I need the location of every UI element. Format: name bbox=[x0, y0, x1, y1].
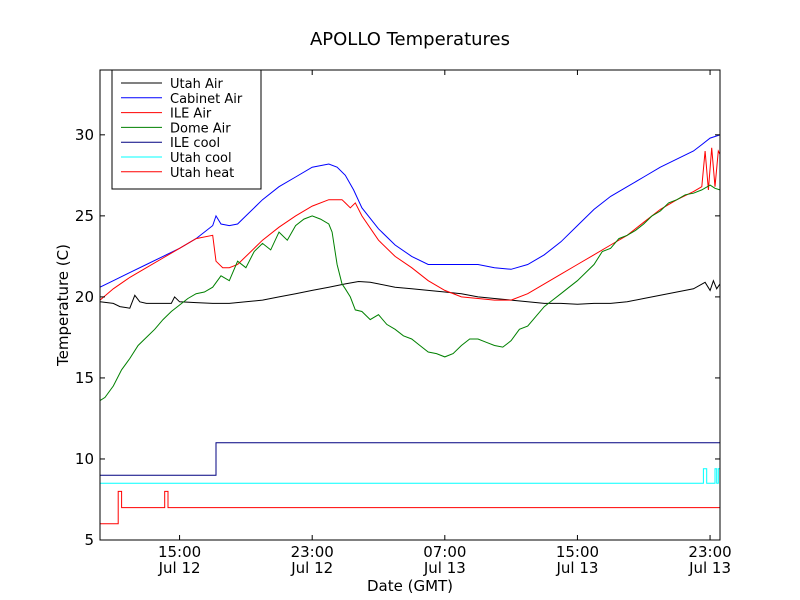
x-tick-date: Jul 12 bbox=[290, 559, 333, 577]
x-tick-time: 15:00 bbox=[158, 543, 201, 561]
y-tick-label: 25 bbox=[75, 207, 94, 225]
y-tick-label: 20 bbox=[75, 288, 94, 306]
y-axis: 5 10 15 20 25 30 bbox=[75, 126, 720, 549]
y-axis-label: Temperature (C) bbox=[54, 244, 72, 367]
series-line-ile-air bbox=[100, 147, 720, 301]
series-line-utah-air bbox=[100, 279, 720, 309]
legend-entry: Cabinet Air bbox=[170, 92, 243, 107]
x-tick-date: Jul 12 bbox=[158, 559, 201, 577]
plot-frame bbox=[99, 69, 721, 541]
legend-entry: Dome Air bbox=[170, 121, 231, 136]
x-tick-date: Jul 13 bbox=[423, 559, 466, 577]
y-tick-label: 30 bbox=[75, 126, 94, 144]
y-tick-label: 15 bbox=[75, 369, 94, 387]
legend-entry: Utah cool bbox=[170, 151, 232, 166]
x-axis-label: Date (GMT) bbox=[367, 577, 453, 595]
series-line-utah-cool bbox=[100, 468, 720, 484]
legend-box bbox=[111, 69, 262, 190]
plot-area bbox=[100, 134, 720, 525]
x-tick-time: 23:00 bbox=[291, 543, 334, 561]
legend-entry: Utah heat bbox=[170, 166, 234, 181]
series-line-dome-air bbox=[100, 184, 720, 402]
series-line-cabinet-air bbox=[100, 134, 720, 288]
x-tick-date: Jul 13 bbox=[555, 559, 598, 577]
legend-entry: ILE Air bbox=[170, 107, 212, 122]
x-tick-date: Jul 13 bbox=[688, 559, 731, 577]
y-tick-label: 10 bbox=[75, 450, 94, 468]
x-tick-time: 15:00 bbox=[556, 543, 599, 561]
series-line-ile-cool bbox=[100, 442, 720, 476]
series-line-utah-heat bbox=[100, 490, 720, 525]
x-tick-time: 23:00 bbox=[688, 543, 731, 561]
legend-entry: ILE cool bbox=[170, 136, 220, 151]
x-tick-time: 07:00 bbox=[423, 543, 466, 561]
chart-title: APOLLO Temperatures bbox=[310, 29, 510, 50]
y-tick-label: 5 bbox=[84, 531, 94, 549]
legend-entry: Utah Air bbox=[170, 77, 223, 92]
